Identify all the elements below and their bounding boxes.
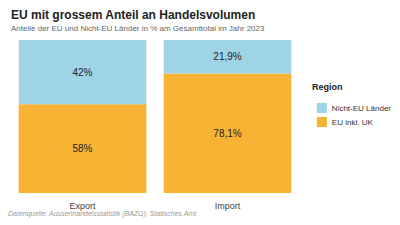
svg-text:Import: Import	[215, 201, 241, 211]
svg-text:Region: Region	[312, 82, 343, 92]
svg-text:58%: 58%	[72, 143, 92, 154]
svg-text:78,1%: 78,1%	[213, 128, 241, 139]
svg-text:42%: 42%	[72, 67, 92, 78]
svg-text:EU mit grossem Anteil an Hande: EU mit grossem Anteil an Handelsvolumen	[11, 8, 255, 22]
svg-text:Anteile der EU und Nicht-EU Lä: Anteile der EU und Nicht-EU Länder in % …	[11, 24, 265, 33]
svg-text:Nicht-EU Länder: Nicht-EU Länder	[332, 104, 391, 113]
svg-text:Datenquelle: Aussenhandelsstat: Datenquelle: Aussenhandelsstatistik (BAZ…	[8, 210, 197, 218]
svg-text:EU inkl. UK: EU inkl. UK	[332, 118, 374, 127]
svg-text:Export: Export	[69, 201, 96, 211]
svg-text:21,9%: 21,9%	[213, 51, 241, 62]
